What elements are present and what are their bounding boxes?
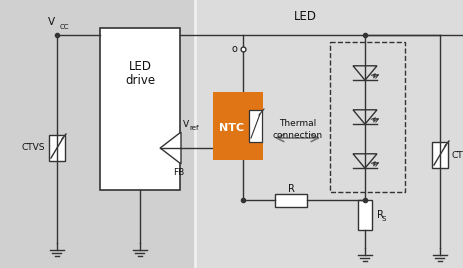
Bar: [213, 92, 263, 160]
Bar: [249, 110, 262, 142]
Text: drive: drive: [125, 73, 155, 87]
Text: V: V: [48, 17, 55, 27]
Bar: [49, 135, 65, 161]
Polygon shape: [160, 132, 181, 164]
Text: CC: CC: [60, 24, 69, 30]
Text: LED: LED: [293, 10, 316, 23]
Text: CTVS: CTVS: [451, 151, 463, 159]
Text: S: S: [381, 216, 386, 222]
Text: CTVS: CTVS: [21, 143, 45, 152]
Bar: [431, 142, 447, 168]
Text: FB: FB: [173, 168, 184, 177]
Text: o: o: [231, 44, 237, 54]
Text: NTC: NTC: [219, 123, 244, 133]
Bar: [357, 200, 371, 230]
Bar: [194, 0, 463, 268]
Bar: [100, 28, 180, 190]
Text: ref: ref: [188, 125, 198, 131]
Text: connection: connection: [272, 131, 322, 140]
Text: R: R: [376, 210, 383, 220]
Bar: [275, 194, 307, 207]
Text: LED: LED: [128, 59, 151, 73]
Bar: [329, 42, 404, 192]
Text: R: R: [287, 184, 294, 194]
Text: V: V: [182, 120, 189, 129]
Text: Thermal: Thermal: [278, 120, 315, 128]
